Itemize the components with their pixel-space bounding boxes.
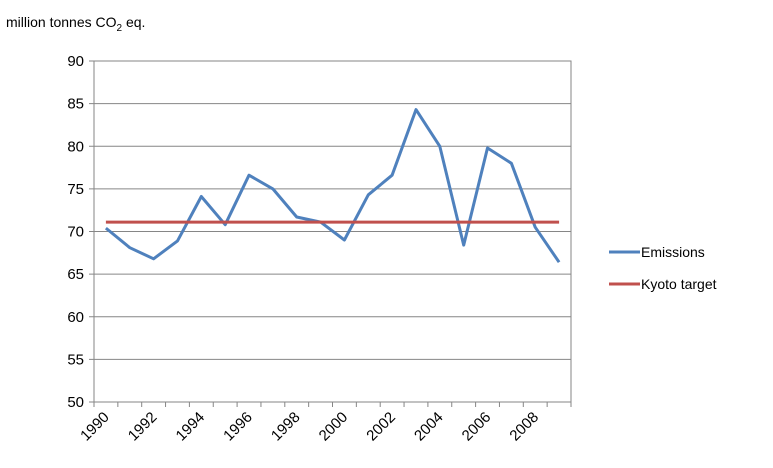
x-tick-label: 2008 (506, 409, 542, 445)
x-tick-label: 2002 (363, 409, 399, 445)
x-tick-label: 2006 (459, 409, 495, 445)
y-tick-label: 90 (67, 53, 84, 70)
y-tick-label: 50 (67, 394, 84, 411)
x-tick-label: 2000 (316, 409, 352, 445)
x-tick-label: 1992 (125, 409, 161, 445)
x-tick-label: 2004 (411, 409, 447, 445)
x-tick-label: 1998 (268, 409, 304, 445)
y-axis: 50 55 60 65 70 75 80 85 90 (67, 53, 94, 411)
y-tick-label: 65 (67, 266, 84, 283)
x-tick-label: 1994 (173, 409, 209, 445)
x-tick-label: 1990 (77, 409, 113, 445)
y-tick-label: 60 (67, 309, 84, 326)
emissions-line (104, 108, 561, 264)
y-tick-label: 55 (67, 351, 84, 368)
y-tick-label: 70 (67, 224, 84, 241)
y-axis-unit-label: million tonnes CO2 eq. (6, 14, 146, 34)
y-tick-label: 80 (67, 138, 84, 155)
x-tick-label: 1996 (220, 409, 256, 445)
legend-label: Emissions (641, 244, 705, 260)
legend-label: Kyoto target (641, 276, 717, 292)
y-tick-label: 75 (67, 181, 84, 198)
y-tick-label: 85 (67, 96, 84, 113)
gridlines (94, 60, 571, 360)
legend: Emissions Kyoto target (609, 244, 717, 292)
x-axis: 1990 1992 1994 1996 1998 2000 2002 2004 2006 2008 (77, 402, 572, 445)
series-lines (104, 108, 561, 264)
